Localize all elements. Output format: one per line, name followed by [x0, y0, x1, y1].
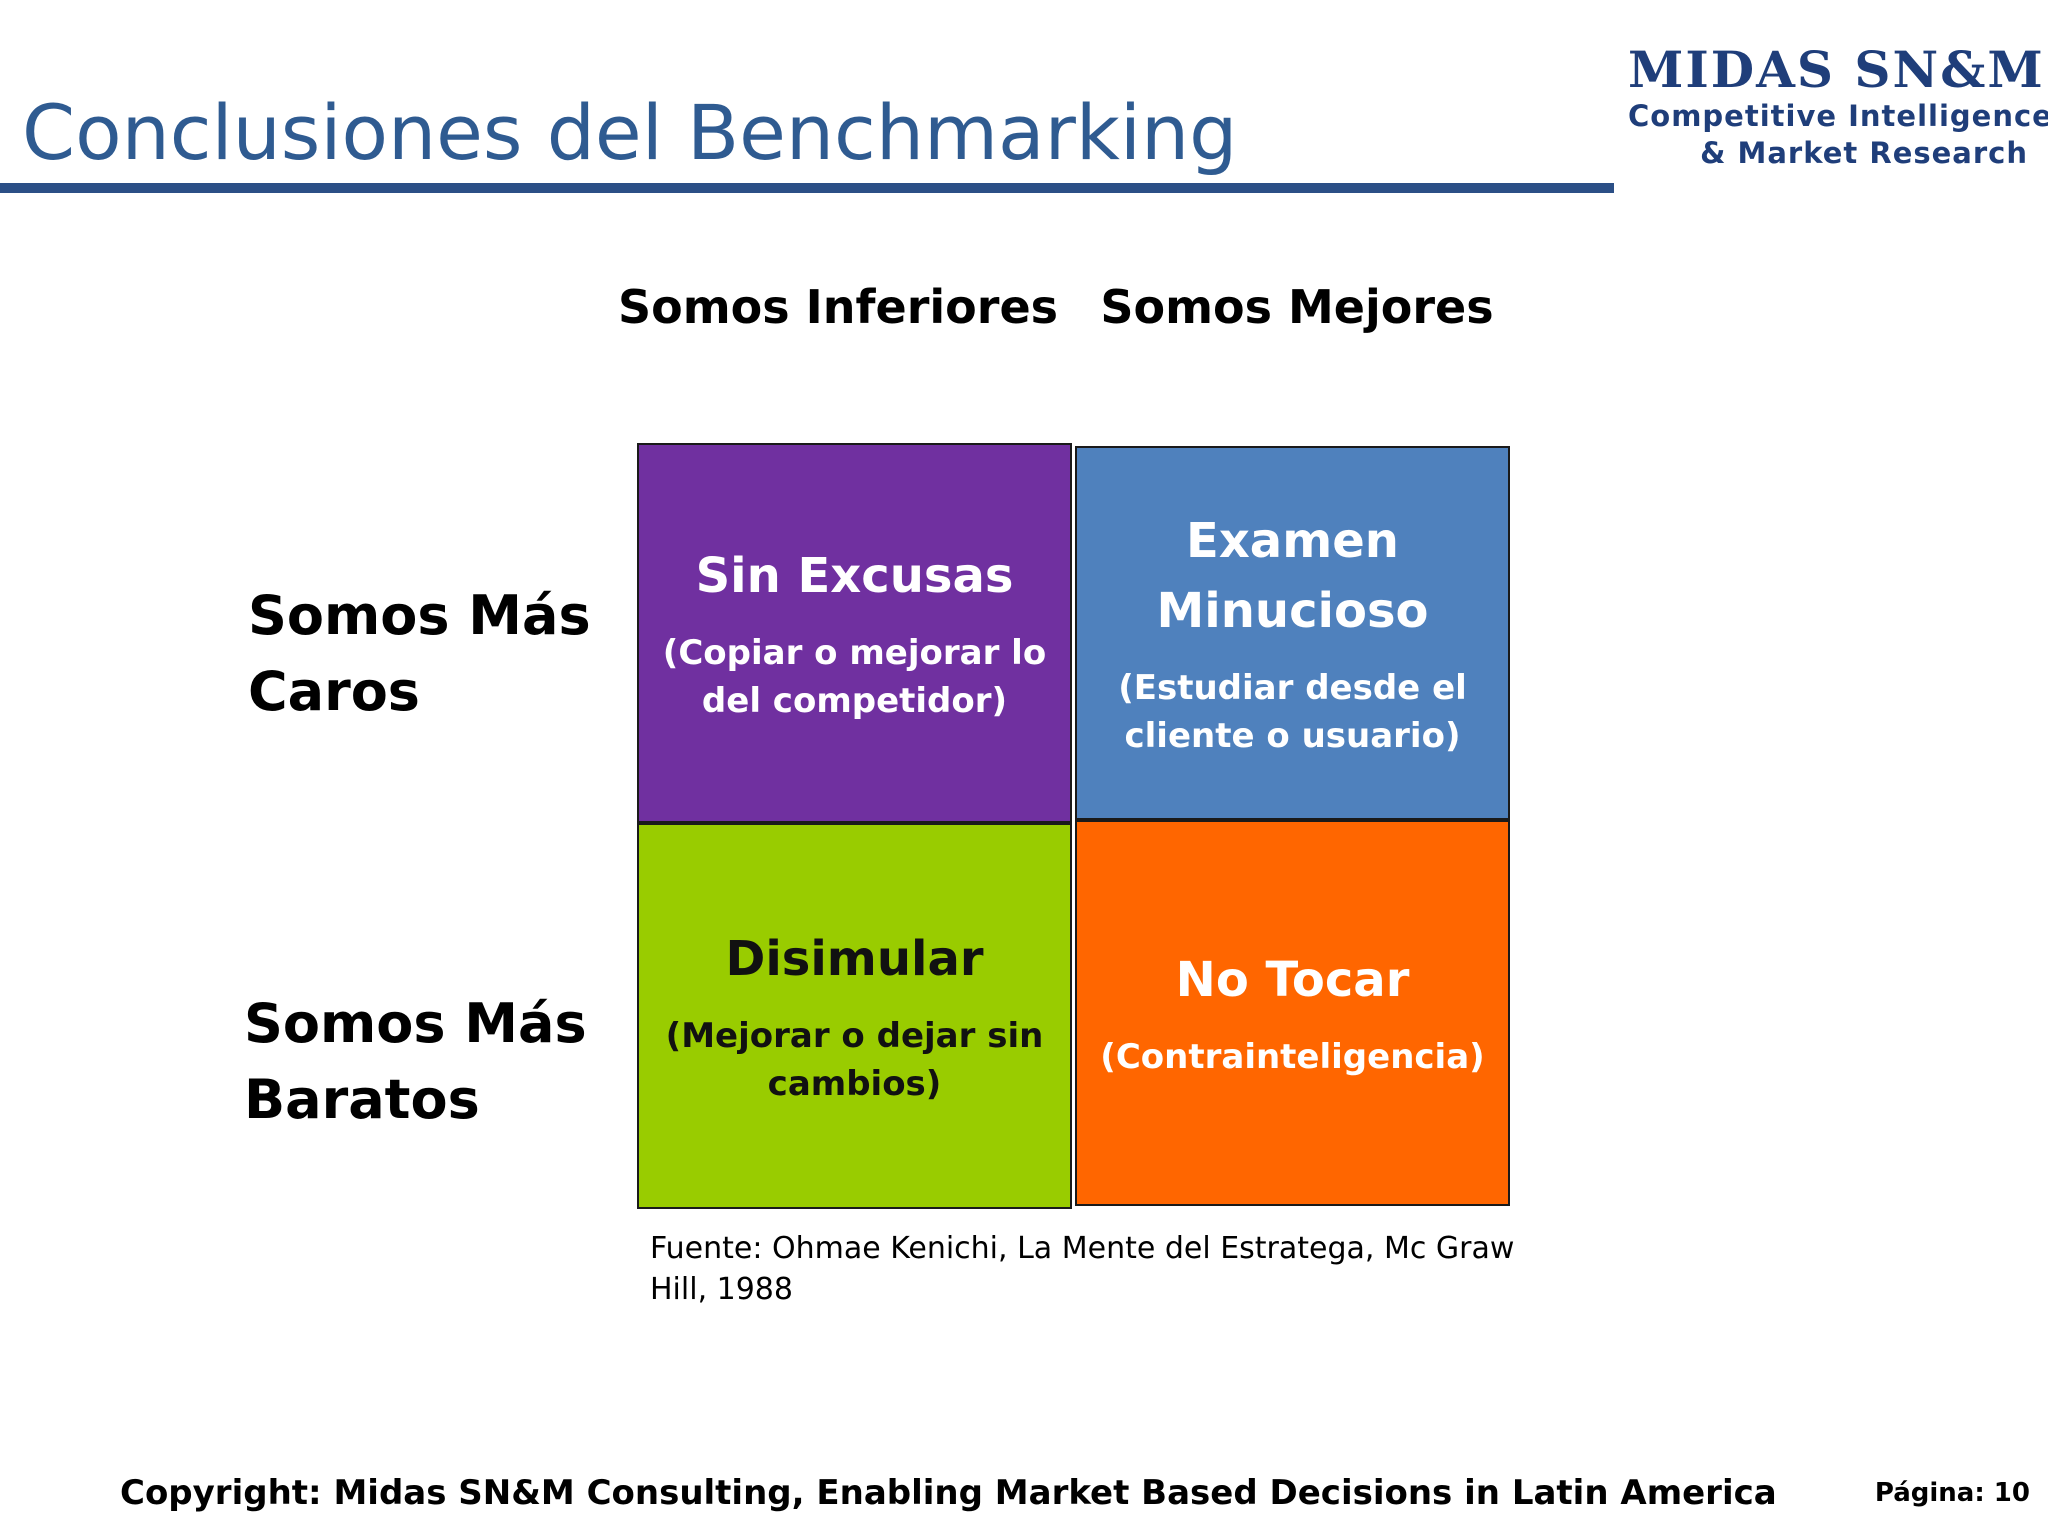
- quadrant-title: Sin Excusas: [695, 548, 1014, 604]
- logo-tagline-1: Competitive Intelligence: [1628, 99, 2048, 133]
- logo-name: MIDAS SN&M: [1628, 40, 2045, 99]
- quadrant-subtitle: (Contrainteligencia): [1100, 1037, 1485, 1077]
- quadrant-examen-minucioso: Examen Minucioso (Estudiar desde el clie…: [1075, 446, 1510, 820]
- column-header-inferiores: Somos Inferiores: [617, 280, 1059, 334]
- row-header-caros-line2: Caros: [248, 660, 420, 723]
- quadrant-title: Examen Minucioso: [1156, 513, 1429, 639]
- company-logo: MIDAS SN&M Competitive Intelligence & Ma…: [1628, 40, 2048, 172]
- source-citation: Fuente: Ohmae Kenichi, La Mente del Estr…: [650, 1231, 1515, 1307]
- row-header-caros: Somos Más Caros: [248, 578, 591, 730]
- logo-tagline-2: & Market Research: [1700, 136, 2028, 170]
- quadrant-subtitle: (Estudiar desde el cliente o usuario): [1118, 668, 1467, 756]
- title-underline: [0, 183, 1614, 193]
- row-header-baratos-line1: Somos Más: [244, 992, 587, 1055]
- quadrant-disimular: Disimular (Mejorar o dejar sin cambios): [637, 823, 1072, 1209]
- slide-title: Conclusiones del Benchmarking: [22, 88, 1238, 177]
- footer-copyright: Copyright: Midas SN&M Consulting, Enabli…: [120, 1473, 1777, 1513]
- quadrant-no-tocar: No Tocar (Contrainteligencia): [1075, 820, 1510, 1206]
- quadrant-title: No Tocar: [1175, 952, 1410, 1008]
- row-header-caros-line1: Somos Más: [248, 584, 591, 647]
- row-header-baratos-line2: Baratos: [244, 1068, 480, 1131]
- column-header-mejores: Somos Mejores: [1100, 280, 1494, 334]
- quadrant-title: Disimular: [725, 931, 984, 987]
- quadrant-subtitle: (Mejorar o dejar sin cambios): [665, 1016, 1044, 1104]
- quadrant-sin-excusas: Sin Excusas (Copiar o mejorar lo del com…: [637, 443, 1072, 823]
- quadrant-subtitle: (Copiar o mejorar lo del competidor): [662, 633, 1047, 721]
- row-header-baratos: Somos Más Baratos: [244, 986, 587, 1138]
- page-number: Página: 10: [1874, 1478, 2030, 1508]
